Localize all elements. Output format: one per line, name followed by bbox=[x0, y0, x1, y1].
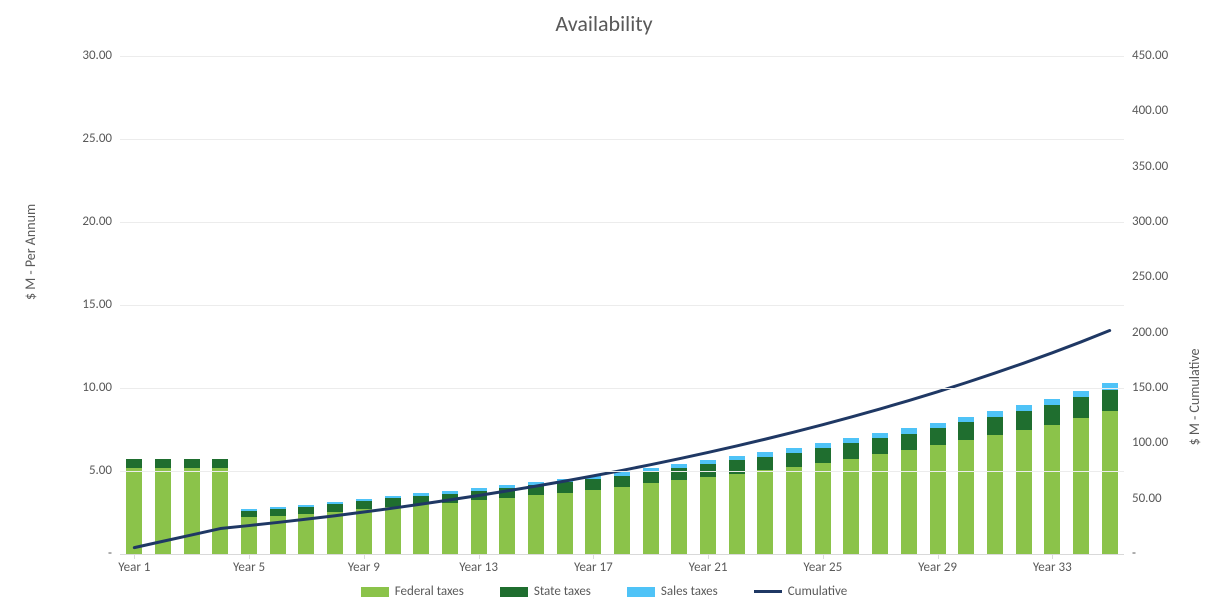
x-tick-label: Year 33 bbox=[1033, 560, 1072, 575]
legend: Federal taxes State taxes Sales taxes Cu… bbox=[0, 584, 1208, 599]
legend-swatch-state bbox=[500, 587, 528, 597]
y-right-tick-label: 350.00 bbox=[1132, 160, 1188, 173]
x-tick-mark bbox=[708, 554, 709, 559]
y-right-tick-label: 450.00 bbox=[1132, 49, 1188, 62]
y-left-tick-label: 20.00 bbox=[62, 215, 112, 228]
y-right-axis-title: $ M - Cumulative bbox=[1186, 348, 1203, 445]
x-tick-mark bbox=[249, 554, 250, 559]
x-tick-mark bbox=[823, 554, 824, 559]
legend-item-federal: Federal taxes bbox=[361, 584, 464, 599]
x-tick-label: Year 17 bbox=[574, 560, 613, 575]
x-tick-mark bbox=[134, 554, 135, 559]
x-tick-mark bbox=[938, 554, 939, 559]
grid-line bbox=[120, 388, 1124, 389]
legend-item-state: State taxes bbox=[500, 584, 591, 599]
y-left-axis-title: $ M - Per Annum bbox=[22, 204, 39, 300]
y-right-tick-label: 100.00 bbox=[1132, 436, 1188, 449]
plot-area bbox=[120, 56, 1124, 555]
grid-line bbox=[120, 471, 1124, 472]
legend-swatch-sales bbox=[627, 587, 655, 597]
x-tick-mark bbox=[593, 554, 594, 559]
y-left-tick-label: 25.00 bbox=[62, 132, 112, 145]
legend-swatch-cumulative bbox=[754, 590, 782, 593]
x-tick-mark bbox=[479, 554, 480, 559]
x-tick-label: Year 13 bbox=[459, 560, 498, 575]
y-right-tick-label: 150.00 bbox=[1132, 381, 1188, 394]
legend-label-cumulative: Cumulative bbox=[788, 584, 848, 599]
legend-label-state: State taxes bbox=[534, 584, 591, 599]
y-right-tick-label: 250.00 bbox=[1132, 270, 1188, 283]
y-right-tick-label: - bbox=[1132, 547, 1188, 560]
grid-line bbox=[120, 139, 1124, 140]
legend-swatch-federal bbox=[361, 587, 389, 597]
y-right-tick-label: 300.00 bbox=[1132, 215, 1188, 228]
grid-line bbox=[120, 305, 1124, 306]
x-tick-label: Year 21 bbox=[689, 560, 728, 575]
grid-line bbox=[120, 56, 1124, 57]
y-left-tick-label: - bbox=[62, 547, 112, 560]
y-left-tick-label: 30.00 bbox=[62, 49, 112, 62]
x-tick-label: Year 29 bbox=[918, 560, 957, 575]
cumulative-line bbox=[134, 331, 1109, 548]
y-right-tick-label: 200.00 bbox=[1132, 326, 1188, 339]
legend-label-federal: Federal taxes bbox=[395, 584, 464, 599]
x-tick-label: Year 5 bbox=[233, 560, 265, 575]
y-left-tick-label: 10.00 bbox=[62, 381, 112, 394]
x-tick-label: Year 25 bbox=[803, 560, 842, 575]
x-tick-label: Year 1 bbox=[118, 560, 150, 575]
legend-label-sales: Sales taxes bbox=[661, 584, 718, 599]
grid-line bbox=[120, 222, 1124, 223]
x-tick-mark bbox=[364, 554, 365, 559]
chart-title: Availability bbox=[0, 10, 1208, 37]
y-right-tick-label: 400.00 bbox=[1132, 104, 1188, 117]
x-tick-mark bbox=[1052, 554, 1053, 559]
y-left-tick-label: 5.00 bbox=[62, 464, 112, 477]
availability-chart: Availability $ M - Per Annum $ M - Cumul… bbox=[0, 0, 1208, 607]
y-left-tick-label: 15.00 bbox=[62, 298, 112, 311]
x-tick-label: Year 9 bbox=[348, 560, 380, 575]
legend-item-cumulative: Cumulative bbox=[754, 584, 848, 599]
legend-item-sales: Sales taxes bbox=[627, 584, 718, 599]
y-right-tick-label: 50.00 bbox=[1132, 492, 1188, 505]
